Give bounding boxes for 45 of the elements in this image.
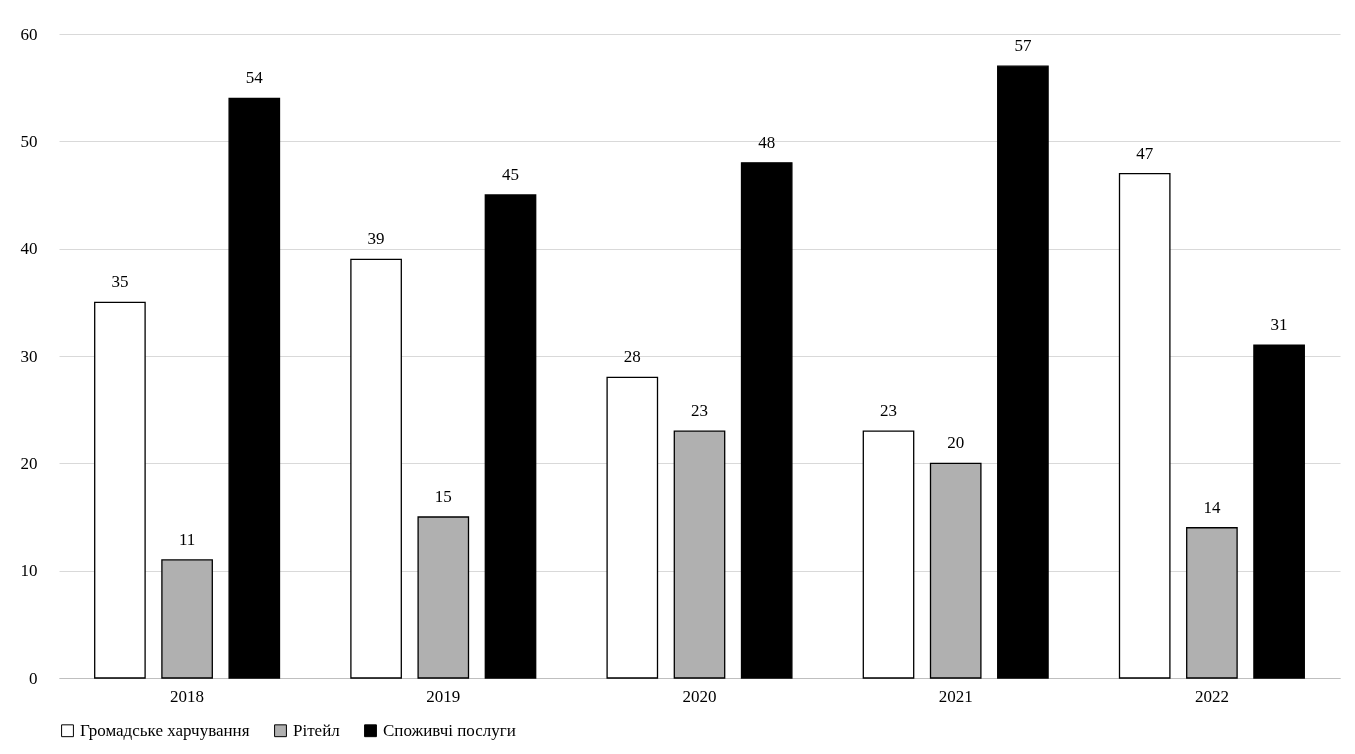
x-tick-label: 2022	[1194, 686, 1229, 706]
bar	[740, 162, 793, 679]
data-label: 35	[111, 272, 129, 292]
data-label: 28	[623, 347, 641, 367]
y-tick-label: 30	[20, 346, 38, 366]
bar	[350, 258, 402, 679]
bar	[673, 430, 726, 679]
data-label: 23	[691, 401, 708, 421]
y-tick-label: 50	[20, 131, 38, 151]
legend-label: Рітейл	[293, 720, 341, 740]
x-tick-label: 2020	[682, 686, 717, 706]
data-label: 48	[758, 132, 776, 152]
data-label: 57	[1014, 36, 1032, 56]
data-label: 39	[367, 229, 385, 249]
y-tick-label: 40	[20, 239, 38, 259]
bar	[997, 65, 1049, 679]
bar	[228, 97, 281, 679]
bar	[606, 376, 659, 679]
data-label: 11	[178, 529, 196, 549]
y-tick-label: 0	[29, 668, 38, 688]
data-label: 23	[880, 401, 897, 421]
bar	[1186, 527, 1238, 679]
legend-label: Споживчі послуги	[383, 720, 516, 740]
data-label: 15	[434, 487, 452, 506]
x-tick-label: 2021	[938, 686, 973, 706]
bar	[1118, 172, 1171, 679]
data-label: 45	[502, 165, 519, 184]
x-tick-label: 2019	[426, 686, 461, 706]
data-label: 14	[1203, 497, 1221, 517]
data-label: 54	[245, 68, 264, 88]
bar	[862, 430, 915, 679]
y-tick-label: 60	[20, 24, 38, 44]
bar	[1253, 344, 1305, 679]
bar	[94, 301, 146, 679]
legend-label: Громадське харчування	[80, 720, 250, 740]
bar	[929, 462, 982, 679]
data-label: 47	[1136, 143, 1154, 163]
y-tick-label: 10	[20, 561, 38, 581]
bar	[161, 559, 213, 679]
data-label: 20	[947, 433, 965, 453]
bar	[484, 194, 537, 679]
data-label: 31	[1270, 315, 1288, 335]
y-tick-label: 20	[20, 453, 38, 473]
x-tick-label: 2018	[170, 686, 205, 706]
bar	[417, 516, 470, 679]
